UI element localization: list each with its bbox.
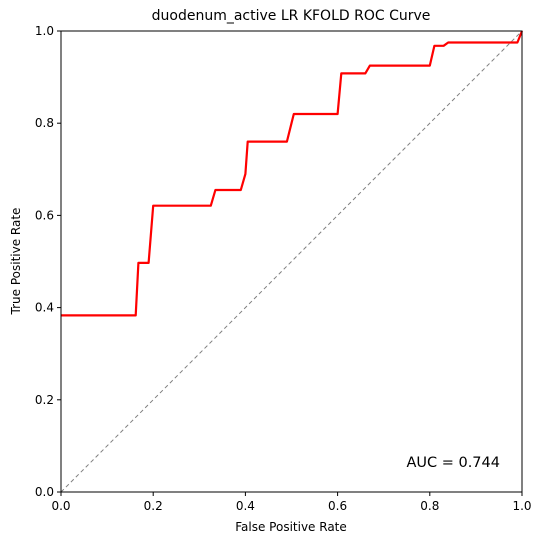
y-tick-label: 0.2 xyxy=(35,393,54,407)
plot-frame xyxy=(60,30,523,493)
y-tick-label: 0.8 xyxy=(35,116,54,130)
roc-curve-line xyxy=(61,30,524,317)
x-axis-label: False Positive Rate xyxy=(235,520,347,534)
auc-annotation: AUC = 0.744 xyxy=(406,455,500,471)
chart-title: duodenum_active LR KFOLD ROC Curve xyxy=(152,8,431,24)
y-tick-label: 1.0 xyxy=(35,24,54,38)
x-tick-label: 1.0 xyxy=(512,499,531,513)
x-tick-label: 0.0 xyxy=(51,499,70,513)
x-tick-label: 0.6 xyxy=(328,499,347,513)
chance-diagonal-line xyxy=(60,30,523,493)
x-tick-label: 0.8 xyxy=(420,499,439,513)
y-tick-label: 0.4 xyxy=(35,301,54,315)
plot-area xyxy=(60,30,524,493)
x-tick-label: 0.4 xyxy=(236,499,255,513)
y-tick-label: 0.0 xyxy=(35,485,54,499)
y-tick-label: 0.6 xyxy=(35,208,54,222)
y-axis-label: True Positive Rate xyxy=(9,208,23,316)
x-axis: 0.0 0.2 0.4 0.6 0.8 1.0 xyxy=(51,492,532,513)
y-axis: 0.0 0.2 0.4 0.6 0.8 1.0 xyxy=(35,24,61,499)
x-tick-label: 0.2 xyxy=(144,499,163,513)
